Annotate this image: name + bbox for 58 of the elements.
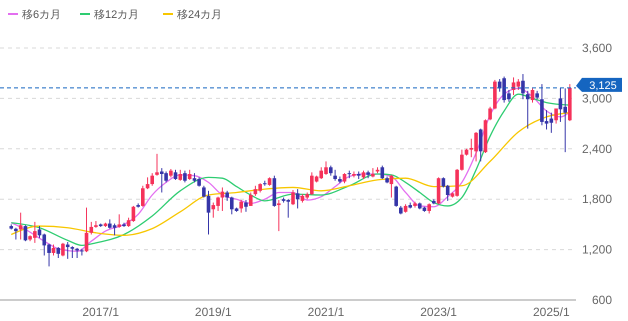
candlestick (84, 207, 88, 253)
candlestick (24, 224, 28, 242)
candlestick (61, 242, 65, 257)
candlestick (427, 202, 431, 214)
candlestick (141, 185, 145, 208)
candlestick (333, 169, 337, 182)
candlestick (18, 212, 22, 240)
y-tick-label: 2,400 (582, 142, 612, 156)
candlestick (291, 189, 295, 206)
candlestick (66, 242, 70, 260)
ref-line-label: 3,125 (589, 80, 617, 92)
candlestick (164, 170, 168, 183)
candlestick (394, 185, 398, 208)
candlestick (188, 169, 192, 180)
candlestick (174, 169, 178, 180)
y-tick-label: 3,600 (582, 41, 612, 55)
candlestick (70, 246, 74, 258)
x-tick-label: 2023/1 (420, 305, 458, 319)
candlestick (296, 188, 300, 209)
y-tick-label: 3,000 (582, 91, 612, 106)
legend-label: 移24カ月 (177, 9, 222, 21)
candlestick (155, 153, 159, 176)
candlestick (146, 176, 150, 190)
candlestick (380, 165, 384, 180)
x-tick-label: 2019/1 (194, 305, 232, 319)
candlestick (244, 200, 248, 212)
candlestick (478, 128, 482, 162)
candlestick (89, 221, 94, 235)
candlestick (460, 149, 464, 172)
candlestick (52, 244, 56, 256)
candlestick (239, 200, 243, 214)
candlestick (371, 168, 375, 178)
x-tick-label: 2025/1 (532, 305, 570, 319)
x-tick-label: 2017/1 (82, 305, 120, 319)
candlestick (248, 192, 253, 206)
candlestick (521, 74, 525, 100)
x-tick-label: 2021/1 (308, 305, 345, 319)
candlestick (225, 190, 229, 202)
candlestick (178, 169, 182, 182)
legend-label: 移6カ月 (22, 9, 62, 21)
candlestick (150, 172, 154, 186)
candlestick (554, 108, 558, 124)
candlestick (183, 170, 187, 183)
candlestick (220, 186, 224, 212)
y-tick-label: 1,200 (582, 242, 612, 257)
candlestick (342, 172, 346, 184)
candlestick (328, 165, 333, 176)
candlestick (262, 180, 267, 186)
legend-label: 移12カ月 (94, 9, 140, 21)
candlestick (117, 214, 122, 228)
candlestick (160, 168, 164, 193)
y-tick-label: 600 (592, 293, 612, 307)
candlestick (56, 246, 60, 258)
candlestick (530, 88, 534, 104)
y-tick-label: 1,800 (582, 192, 612, 206)
candlestick (488, 106, 492, 121)
candlestick (390, 174, 394, 198)
candlestick (526, 90, 530, 130)
